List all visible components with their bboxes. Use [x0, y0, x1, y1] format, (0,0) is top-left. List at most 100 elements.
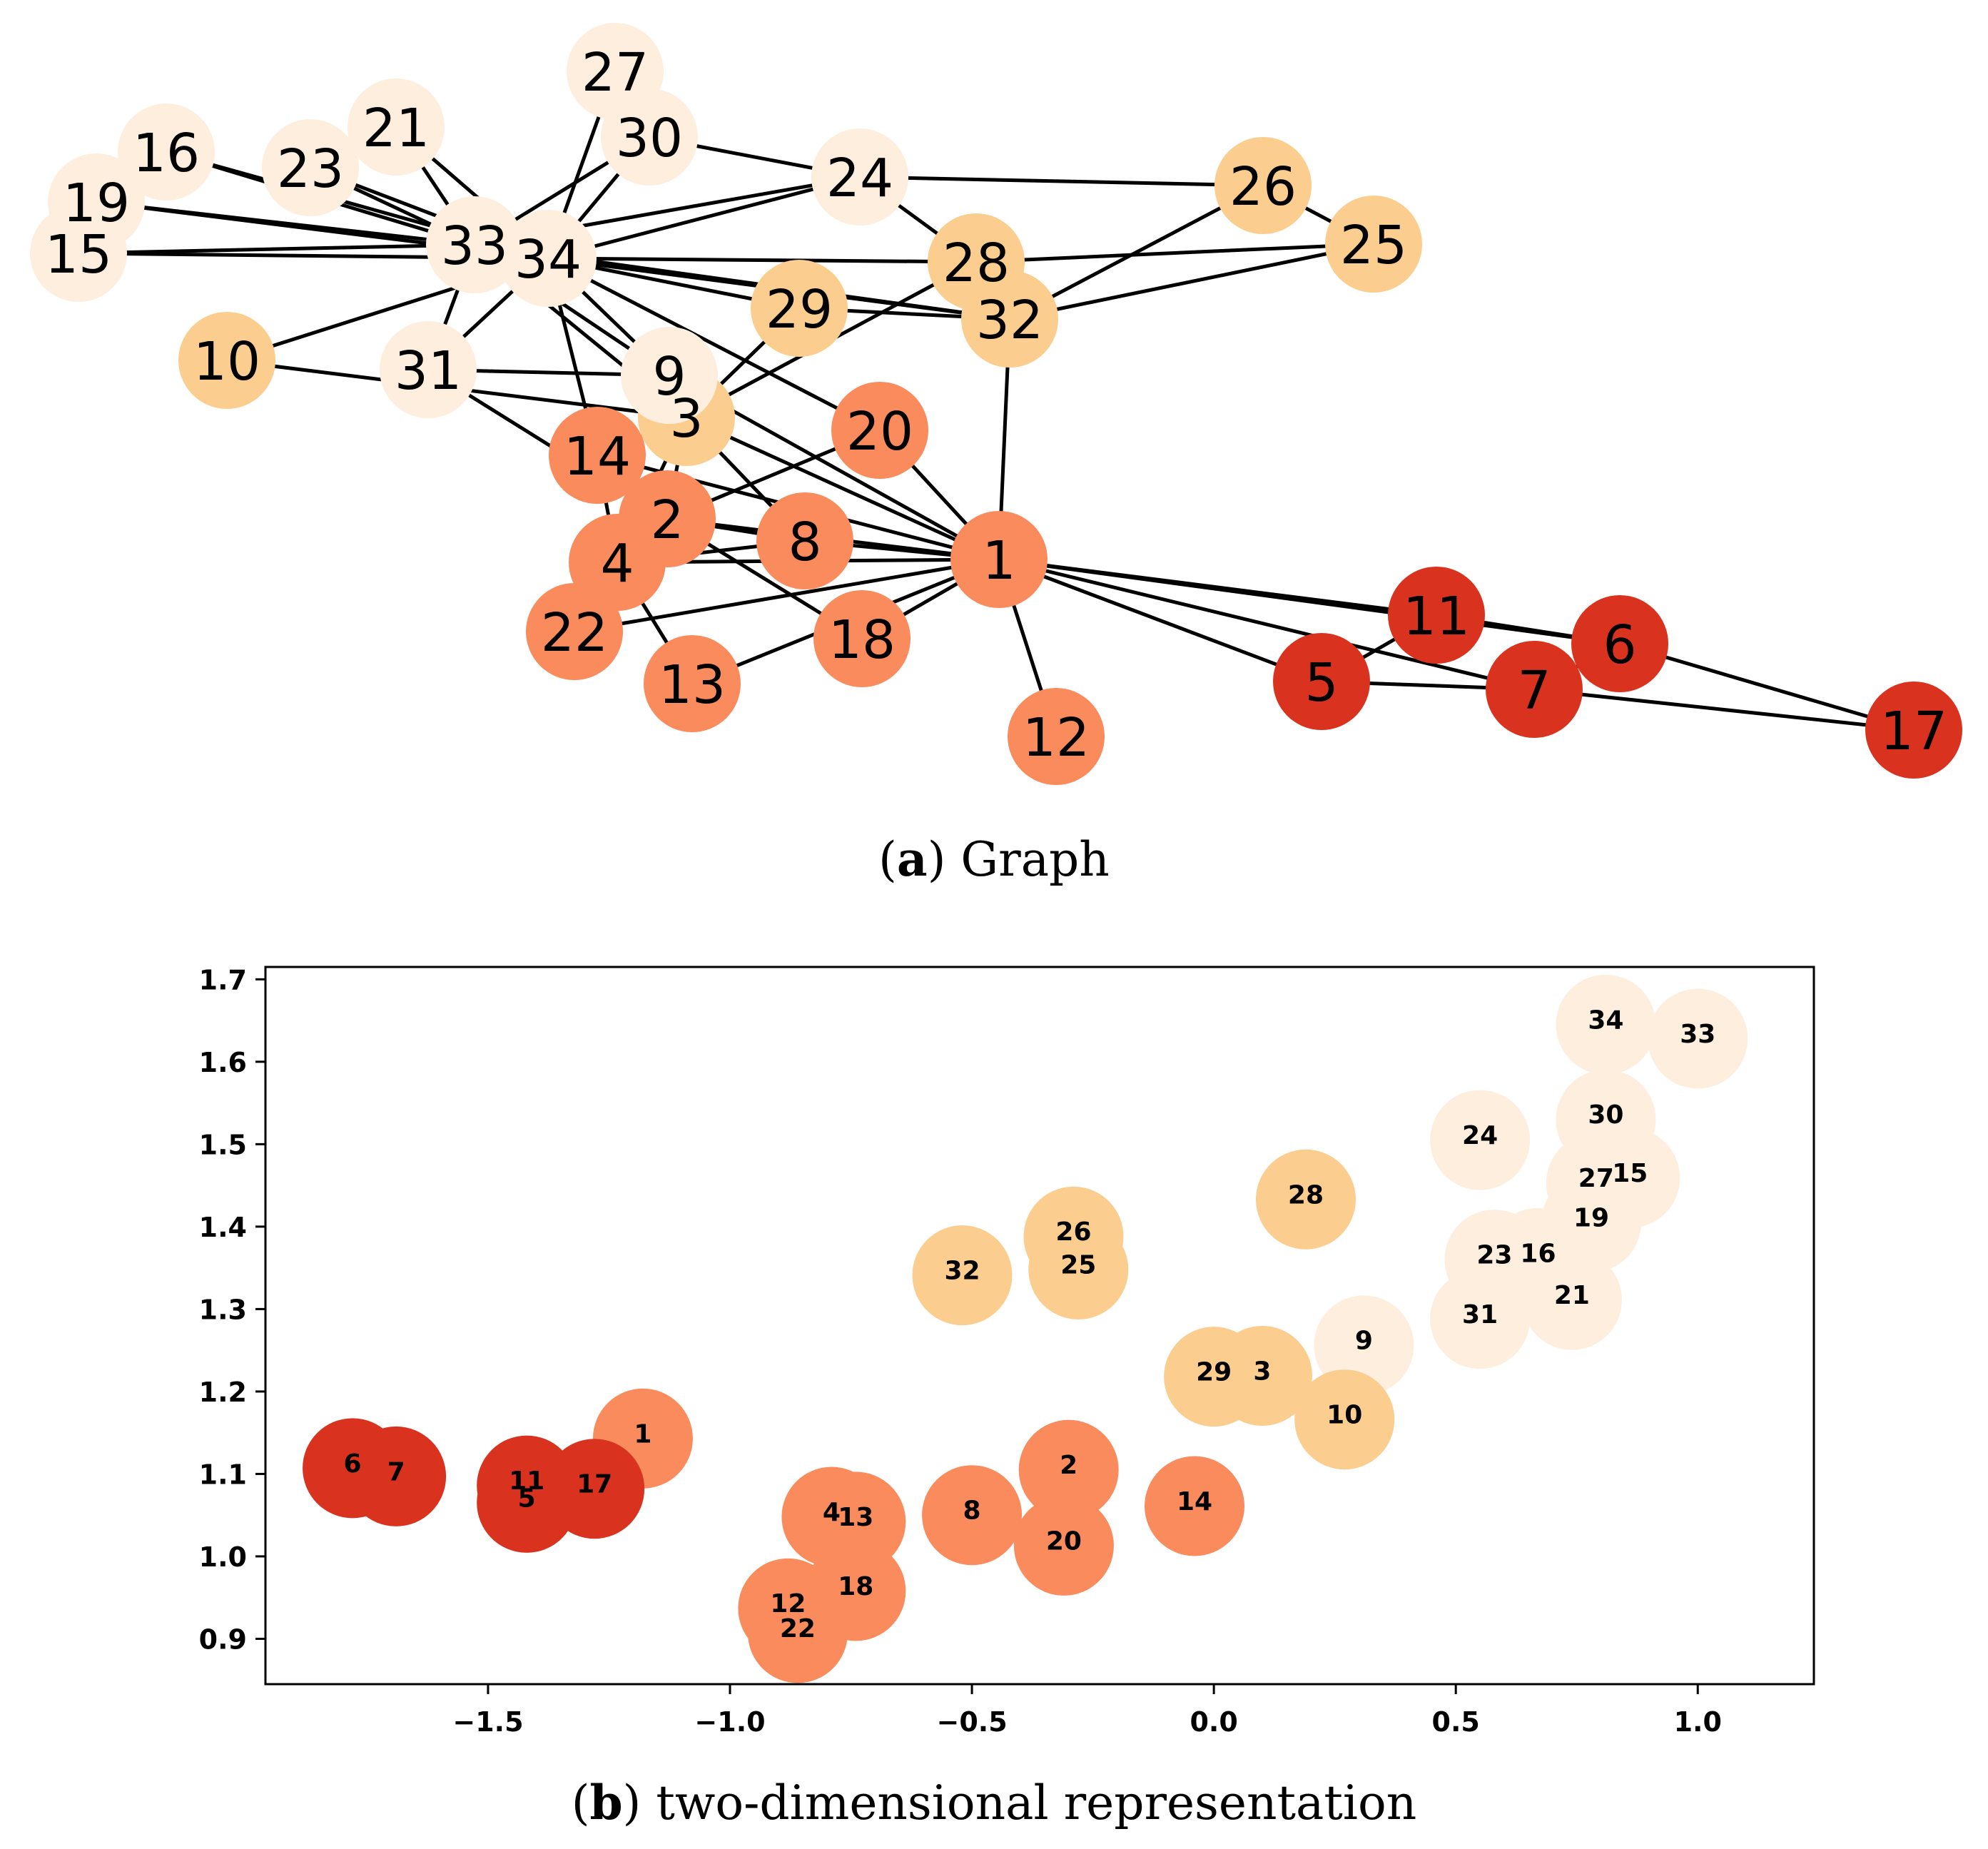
node-label-26: 26	[1229, 156, 1297, 218]
node-4	[569, 514, 666, 611]
node-label-5: 5	[1304, 652, 1338, 714]
point-label-20: 20	[1046, 1526, 1082, 1556]
point-21	[1521, 1250, 1622, 1350]
caption-a-text: Graph	[960, 832, 1109, 887]
point-label-7: 7	[387, 1457, 405, 1486]
node-label-30: 30	[616, 108, 683, 169]
point-28	[1255, 1149, 1356, 1250]
point-label-34: 34	[1588, 1005, 1623, 1035]
point-label-30: 30	[1588, 1100, 1623, 1130]
point-33	[1648, 988, 1748, 1089]
point-26	[1023, 1186, 1124, 1287]
node-18	[813, 590, 911, 687]
node-34	[499, 210, 597, 307]
node-21	[348, 78, 445, 176]
point-label-23: 23	[1476, 1241, 1512, 1270]
node-label-28: 28	[943, 233, 1010, 294]
point-14	[1145, 1456, 1244, 1556]
caption-a: (a) Graph	[878, 831, 1110, 887]
point-32	[912, 1225, 1013, 1326]
node-30	[601, 88, 698, 186]
edge-1-7	[998, 557, 1535, 692]
x-axis: −1.5 −1.0 −0.5 0.0 0.5 1.0	[452, 1684, 1722, 1738]
point-label-9: 9	[1355, 1327, 1373, 1356]
edge-1-22	[574, 557, 1000, 634]
point-30	[1556, 1069, 1656, 1170]
node-label-31: 31	[395, 340, 462, 402]
node-label-12: 12	[1023, 707, 1090, 769]
node-label-20: 20	[846, 401, 913, 462]
node-10	[178, 312, 275, 409]
node-label-32: 32	[976, 290, 1043, 351]
edge-25-32	[1009, 242, 1374, 321]
point-13	[806, 1471, 906, 1572]
x-tick-label: 1.0	[1674, 1706, 1722, 1738]
caption-b: (b) two-dimensional representation	[572, 1775, 1417, 1830]
node-33	[426, 196, 523, 293]
node-31	[380, 321, 477, 418]
y-axis: 0.9 1.0 1.1 1.2 1.3 1.4 1.5 1.6 1.7	[199, 964, 265, 1655]
edge-28-34	[547, 256, 977, 264]
node-label-34: 34	[514, 229, 582, 290]
plot-frame	[264, 966, 1815, 1686]
y-tick-label: 1.1	[199, 1459, 247, 1490]
point-label-2: 2	[1060, 1451, 1077, 1480]
node-1	[950, 511, 1048, 608]
point-label-3: 3	[1253, 1357, 1271, 1386]
point-label-32: 32	[944, 1257, 980, 1286]
edge-15-33	[78, 243, 475, 255]
x-tick-label: 0.0	[1190, 1706, 1237, 1738]
y-tick-label: 0.9	[199, 1623, 247, 1655]
edge-7-17	[1533, 687, 1915, 732]
node-label-21: 21	[362, 98, 430, 159]
point-label-26: 26	[1055, 1217, 1091, 1247]
point-label-25: 25	[1060, 1250, 1096, 1280]
point-2	[1018, 1419, 1119, 1520]
point-22	[747, 1583, 848, 1683]
node-6	[1571, 595, 1668, 692]
point-label-18: 18	[838, 1572, 873, 1601]
node-label-10: 10	[193, 331, 260, 392]
point-label-15: 15	[1612, 1159, 1648, 1188]
node-label-27: 27	[582, 42, 649, 103]
edge-1-3	[685, 415, 1000, 562]
node-25	[1325, 196, 1422, 293]
point-label-21: 21	[1554, 1281, 1590, 1310]
point-label-10: 10	[1327, 1401, 1362, 1430]
node-5	[1273, 633, 1370, 730]
node-label-11: 11	[1403, 586, 1470, 647]
node-label-14: 14	[564, 426, 631, 487]
node-label-22: 22	[541, 602, 608, 664]
point-29	[1164, 1327, 1264, 1427]
point-7	[346, 1426, 447, 1526]
node-22	[526, 583, 623, 680]
point-label-13: 13	[838, 1503, 873, 1532]
point-label-14: 14	[1177, 1487, 1212, 1516]
node-label-24: 24	[826, 148, 893, 209]
point-label-16: 16	[1520, 1239, 1556, 1268]
point-label-12: 12	[770, 1589, 806, 1618]
node-label-29: 29	[766, 279, 833, 340]
node-17	[1865, 682, 1962, 779]
x-tick-label: −1.0	[694, 1706, 765, 1738]
edge-1-5	[998, 557, 1322, 684]
node-23	[262, 119, 359, 216]
point-label-22: 22	[780, 1614, 816, 1643]
edge-24-26	[859, 175, 1264, 188]
node-label-19: 19	[63, 173, 130, 234]
point-10	[1294, 1369, 1395, 1470]
edge-25-28	[975, 242, 1374, 264]
node-24	[811, 128, 908, 226]
node-16	[118, 103, 215, 201]
point-label-19: 19	[1573, 1204, 1609, 1233]
node-label-13: 13	[659, 654, 726, 716]
node-label-23: 23	[277, 138, 344, 200]
point-24	[1430, 1090, 1531, 1190]
point-20	[1013, 1495, 1114, 1596]
point-label-11: 11	[509, 1466, 544, 1496]
node-32	[961, 270, 1058, 368]
